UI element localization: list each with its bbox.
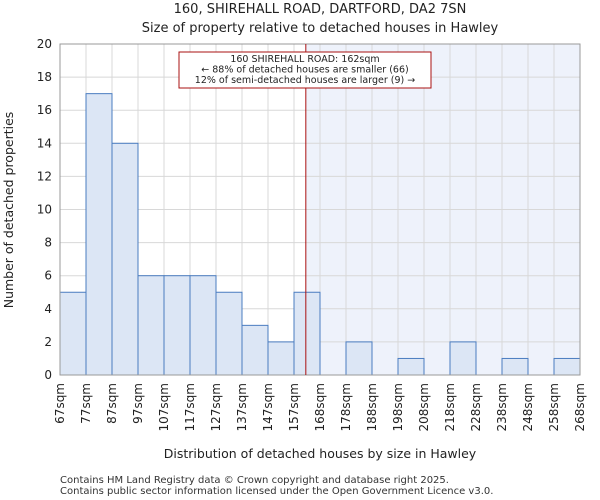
bar-157sqm: [293, 291, 321, 376]
bar-147sqm: [267, 341, 295, 376]
y-tick-label: 6: [44, 269, 52, 283]
x-tick-label: 188sqm: [365, 383, 379, 431]
y-tick-label: 2: [44, 335, 52, 349]
x-tick-label: 268sqm: [573, 383, 587, 431]
bar-137sqm: [241, 324, 269, 376]
x-tick-label: 67sqm: [53, 383, 67, 424]
bar-178sqm: [345, 341, 373, 376]
y-tick-label: 12: [37, 169, 52, 183]
bar-67sqm: [59, 291, 87, 376]
bar-117sqm: [189, 275, 217, 376]
bar-127sqm: [215, 291, 243, 376]
x-tick-label: 107sqm: [157, 383, 171, 431]
footer-line-1: Contains HM Land Registry data © Crown c…: [60, 475, 449, 486]
plot-frame: [59, 43, 581, 376]
x-tick-label: 127sqm: [209, 383, 223, 431]
bar-198sqm: [397, 357, 425, 376]
x-tick-label: 178sqm: [339, 383, 353, 431]
x-tick-label: 157sqm: [287, 383, 301, 431]
x-tick-label: 198sqm: [391, 383, 405, 431]
chart-subtitle: Size of property relative to detached ho…: [142, 21, 499, 36]
annotation-line-1: 160 SHIREHALL ROAD: 162sqm: [230, 54, 379, 65]
annotation-line-3: 12% of semi-detached houses are larger (…: [195, 75, 415, 86]
x-tick-label: 97sqm: [131, 383, 145, 424]
y-tick-label: 0: [44, 368, 52, 382]
x-axis-label: Distribution of detached houses by size …: [164, 446, 477, 461]
y-tick-label: 4: [44, 302, 52, 316]
y-tick-label: 10: [37, 203, 52, 217]
bar-258sqm: [553, 357, 581, 376]
x-tick-label: 117sqm: [183, 383, 197, 431]
x-tick-label: 248sqm: [521, 383, 535, 431]
y-tick-label: 8: [44, 236, 52, 250]
x-tick-label: 238sqm: [495, 383, 509, 431]
x-tick-label: 208sqm: [417, 383, 431, 431]
x-tick-label: 168sqm: [313, 383, 327, 431]
y-tick-label: 20: [37, 37, 52, 51]
bar-238sqm: [501, 357, 529, 376]
footer-line-2: Contains public sector information licen…: [60, 486, 493, 497]
plot-area: 0 2 4 6 8 10 12 14 16 18 20 67sqm 77sqm 87sqm 97sqm 107…: [37, 37, 587, 431]
x-tick-label: 218sqm: [443, 383, 457, 431]
bar-97sqm: [137, 275, 165, 376]
annotation-line-2: ← 88% of detached houses are smaller (66…: [201, 65, 408, 76]
bar-218sqm: [449, 341, 477, 376]
x-tick-label: 137sqm: [235, 383, 249, 431]
y-tick-label: 18: [37, 70, 52, 84]
bar-107sqm: [163, 275, 191, 376]
y-tick-label: 14: [37, 136, 52, 150]
y-axis-label: Number of detached properties: [1, 112, 16, 309]
x-tick-label: 77sqm: [79, 383, 93, 424]
bar-87sqm: [111, 142, 139, 376]
y-tick-label: 16: [37, 103, 52, 117]
chart-title: 160, SHIREHALL ROAD, DARTFORD, DA2 7SN: [174, 2, 467, 17]
x-tick-label: 258sqm: [547, 383, 561, 431]
bar-77sqm: [85, 93, 113, 376]
x-tick-label: 228sqm: [469, 383, 483, 431]
x-tick-label: 147sqm: [261, 383, 275, 431]
x-tick-label: 87sqm: [105, 383, 119, 424]
annotation-box: [178, 51, 432, 89]
